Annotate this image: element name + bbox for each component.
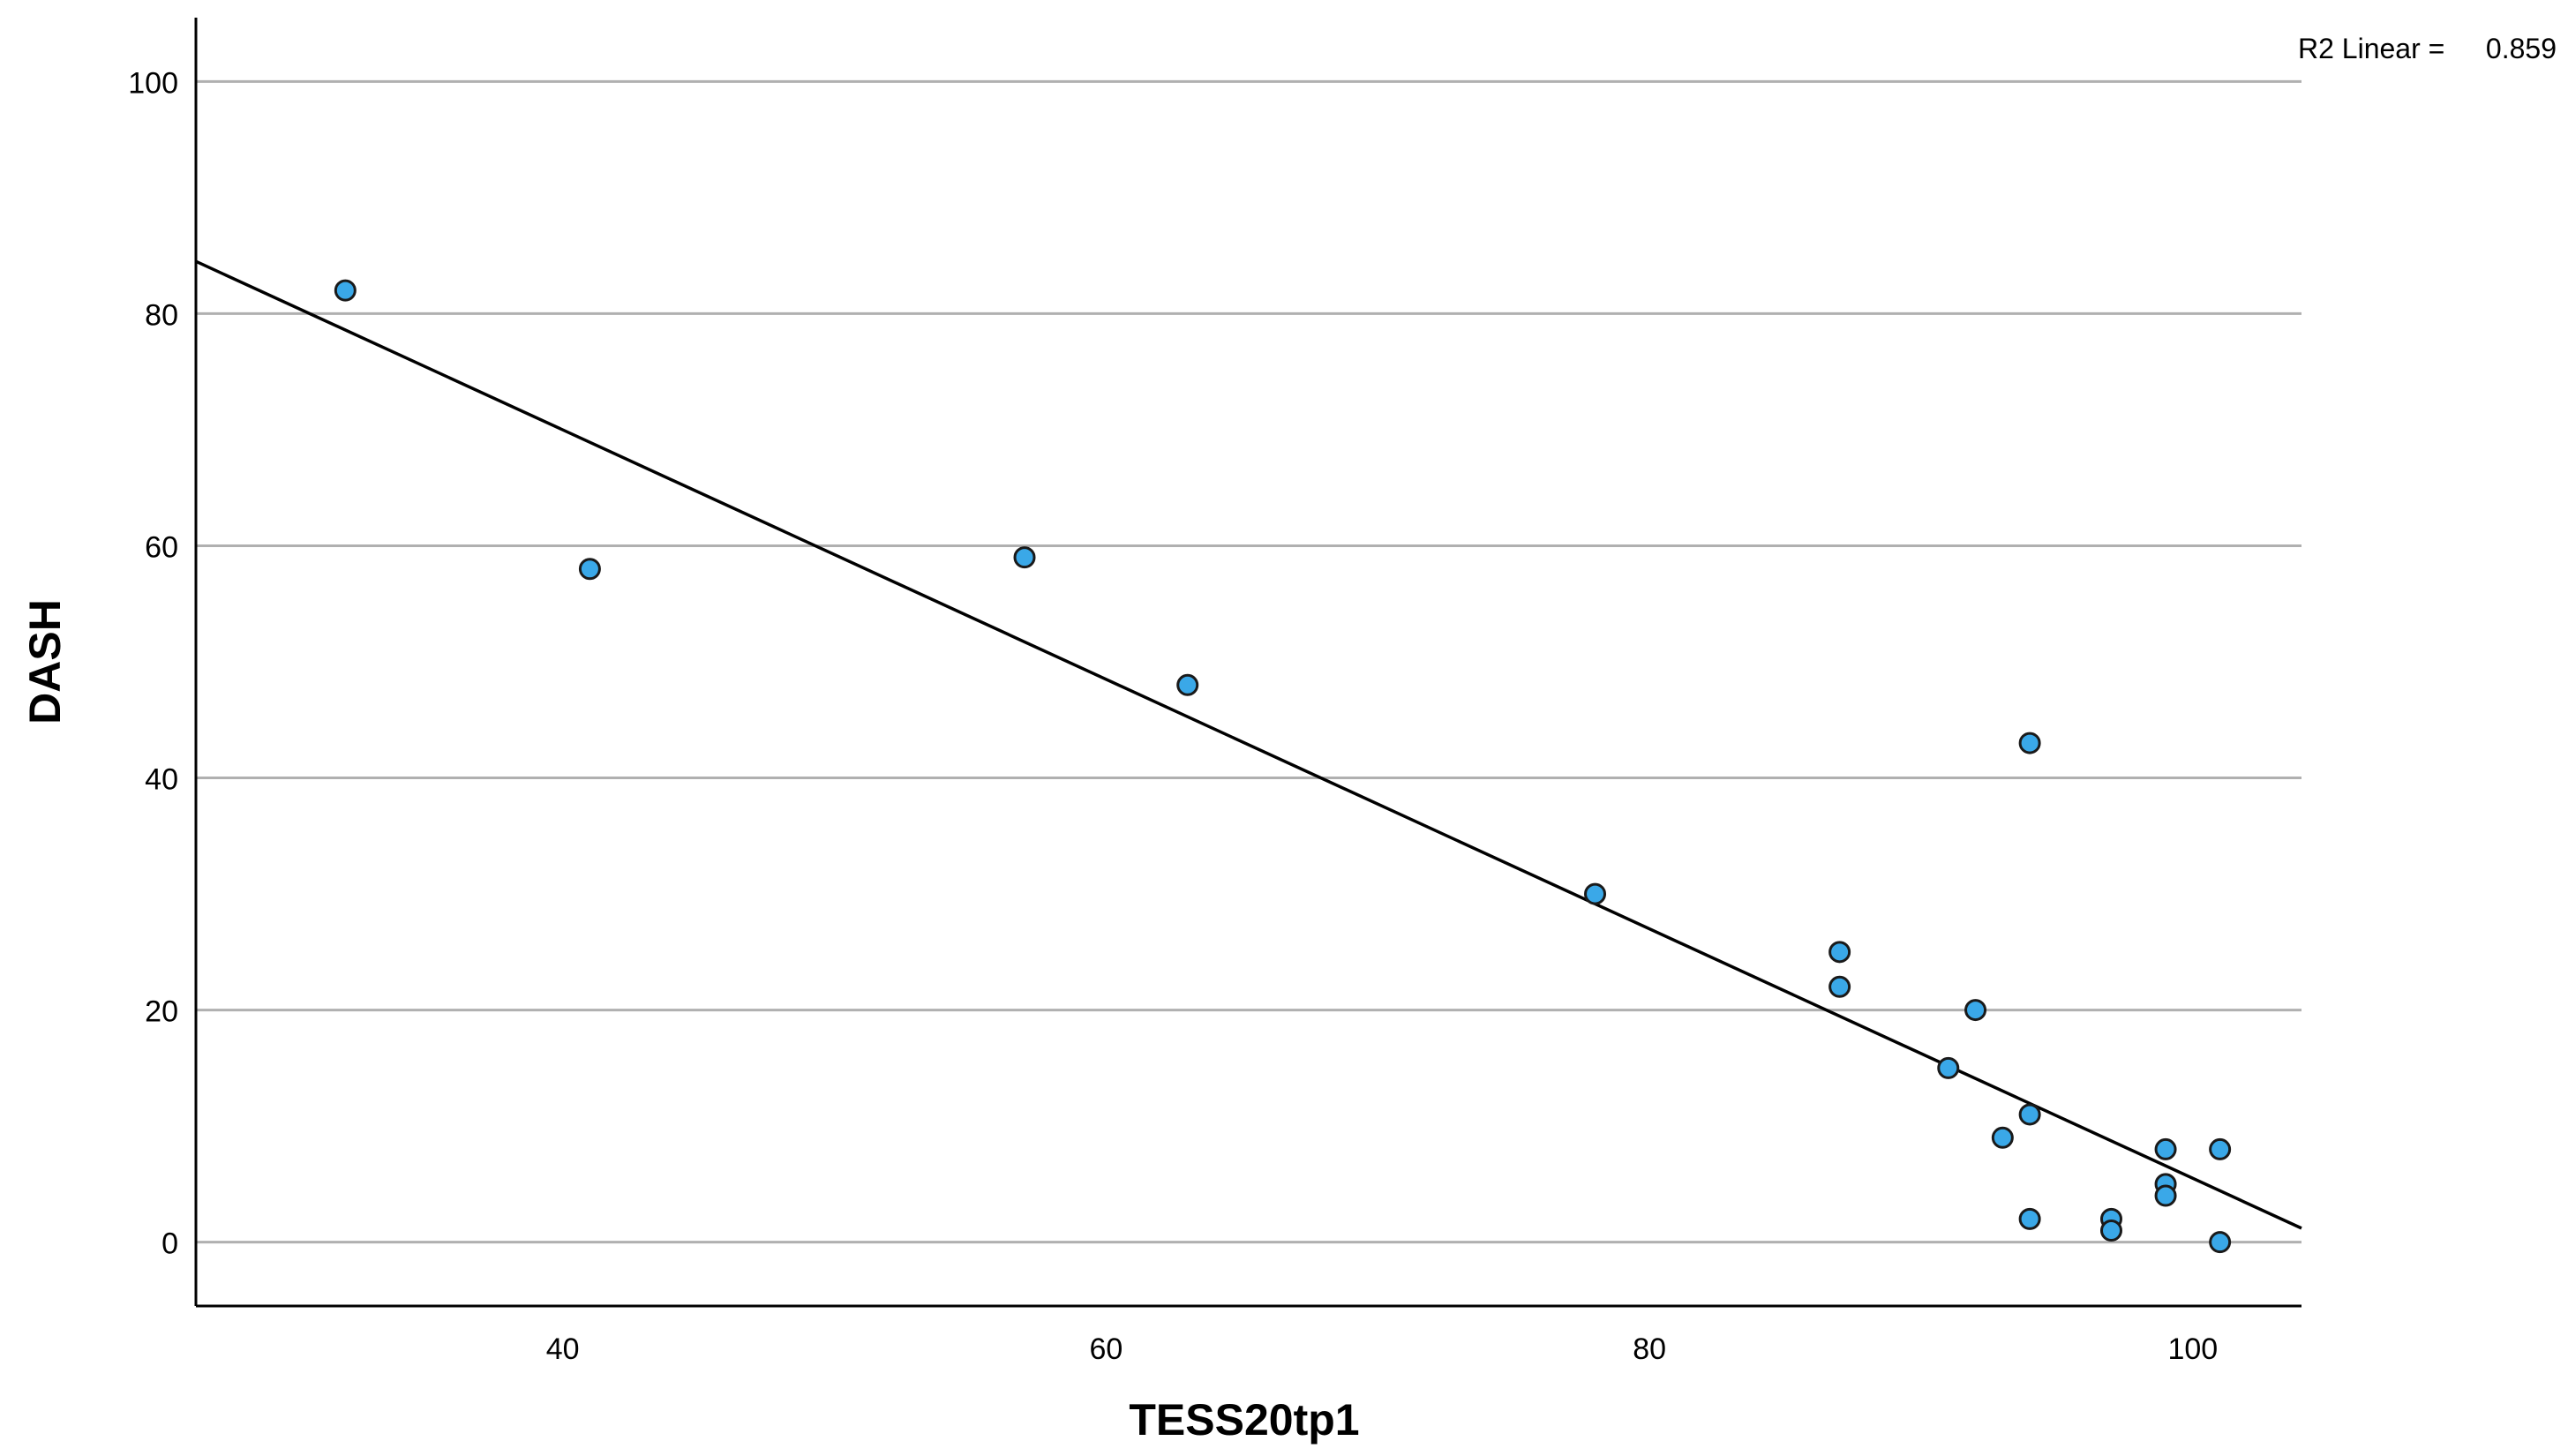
r2-annotation: R2 Linear = 0.859 — [2298, 33, 2557, 64]
data-points — [334, 279, 2232, 1254]
data-point — [1176, 673, 1199, 696]
x-tick-label: 60 — [1089, 1332, 1123, 1366]
y-tick-label: 20 — [145, 995, 178, 1029]
r2-value: 0.859 — [2486, 33, 2557, 64]
data-point — [2154, 1184, 2177, 1207]
y-axis-label: DASH — [20, 599, 70, 724]
data-point — [1828, 975, 1851, 998]
tick-labels: 0 20 40 60 80 100 40 60 80 100 — [128, 66, 2218, 1366]
data-point — [2018, 1207, 2041, 1230]
data-point — [2209, 1231, 2232, 1254]
data-point — [2018, 732, 2041, 754]
x-tick-label: 80 — [1633, 1332, 1666, 1366]
x-tick-label: 40 — [546, 1332, 580, 1366]
x-axis-label: TESS20tp1 — [1129, 1395, 1359, 1445]
x-tick-label: 100 — [2167, 1332, 2218, 1366]
data-point — [578, 558, 601, 581]
data-point — [334, 279, 357, 302]
axes — [194, 18, 2301, 1308]
r2-label: R2 Linear = — [2298, 33, 2444, 64]
data-point — [1964, 999, 1987, 1022]
grid-lines — [196, 79, 2301, 1244]
data-point — [2018, 1103, 2041, 1126]
y-tick-label: 80 — [145, 298, 178, 332]
data-point — [1828, 941, 1851, 964]
data-point — [2209, 1137, 2232, 1160]
y-tick-label: 40 — [145, 763, 178, 797]
y-tick-label: 0 — [161, 1227, 178, 1261]
data-point — [2154, 1137, 2177, 1160]
data-point — [2099, 1220, 2122, 1242]
data-point — [1991, 1126, 2014, 1149]
data-point — [1937, 1056, 1960, 1079]
data-point — [1584, 882, 1607, 905]
fit-line-group — [195, 259, 2302, 1230]
y-tick-label: 100 — [128, 66, 178, 100]
fit-line — [195, 259, 2302, 1230]
data-point — [1013, 546, 1036, 569]
y-tick-label: 60 — [145, 530, 178, 564]
